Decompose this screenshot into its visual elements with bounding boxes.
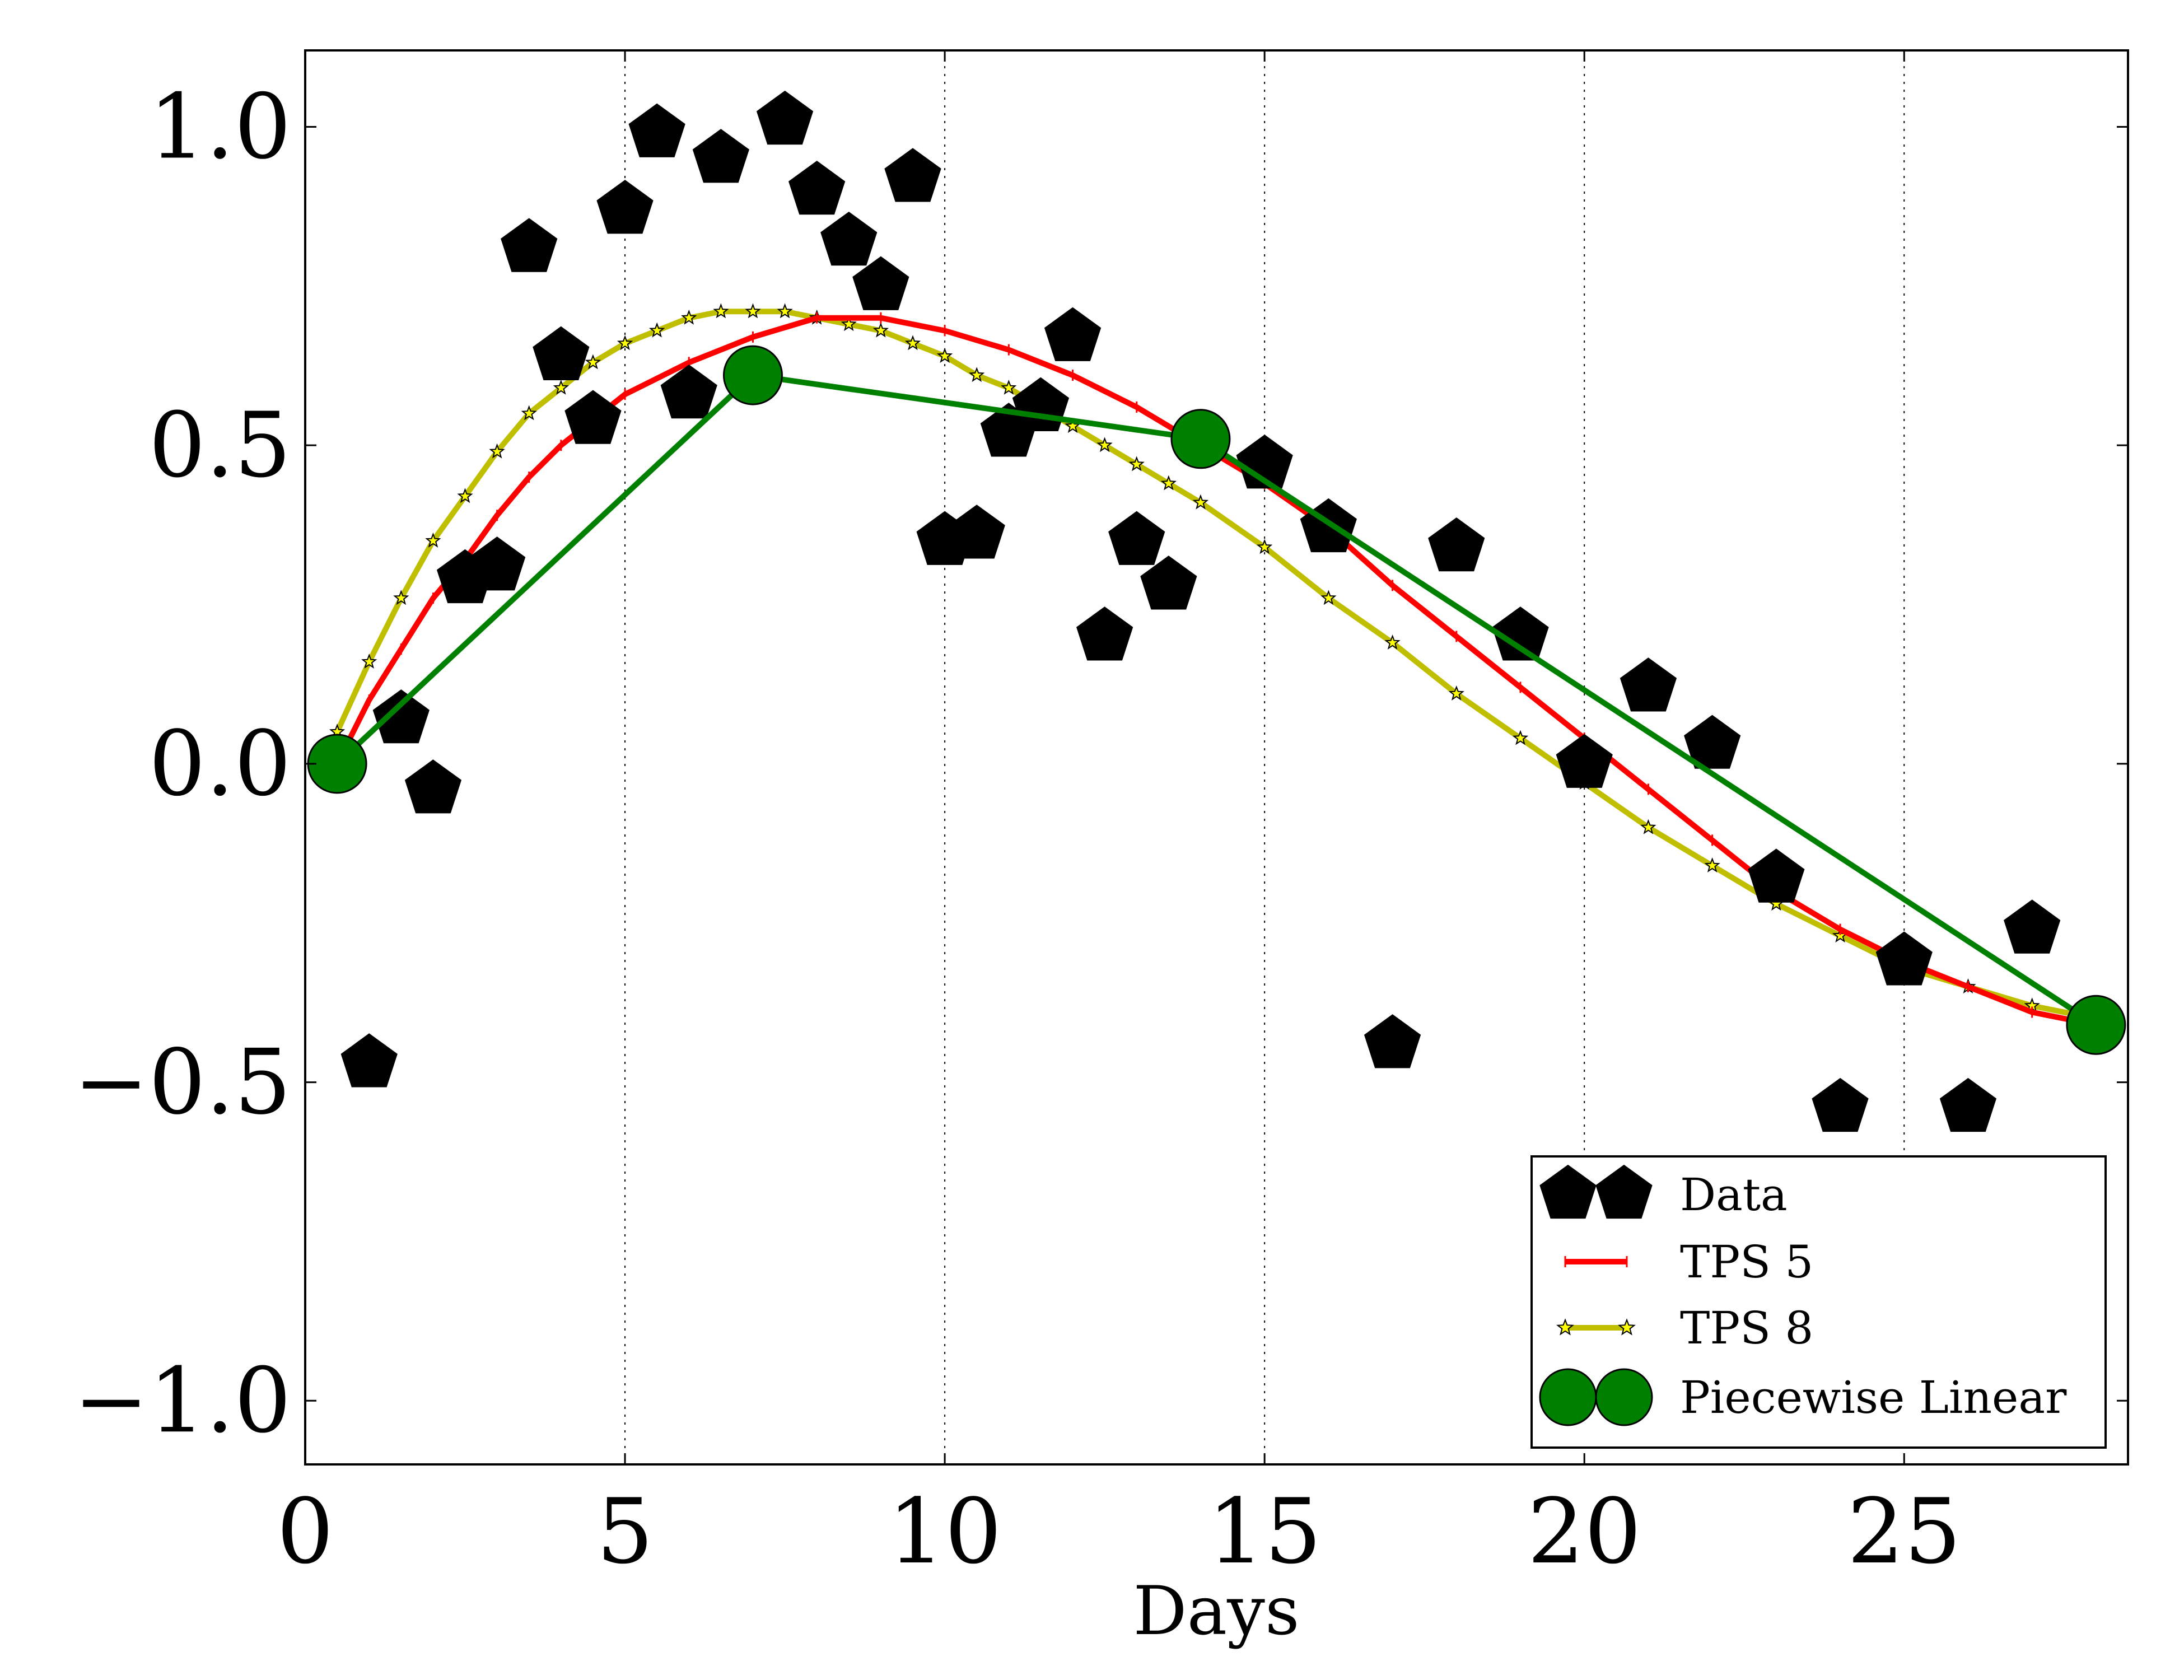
- data-point: [404, 759, 462, 814]
- data-point: [340, 1033, 398, 1088]
- legend-tps8-marker: [1617, 1318, 1636, 1336]
- data-point: [660, 364, 717, 419]
- tps8-marker: [1001, 379, 1017, 395]
- data-point: [628, 103, 685, 157]
- tps8-marker: [1384, 634, 1401, 650]
- tps8-marker: [841, 316, 857, 332]
- x-axis-label: Days: [1133, 1572, 1299, 1650]
- data-point: [533, 326, 590, 380]
- tps8-marker: [1704, 857, 1720, 872]
- x-tick-label: 10: [888, 1479, 1002, 1584]
- tps8-marker: [1128, 456, 1145, 472]
- tps8-marker: [457, 488, 473, 503]
- data-point: [756, 90, 814, 145]
- tps8-marker: [648, 322, 665, 338]
- data-point: [1939, 1077, 1997, 1132]
- tps8-marker: [425, 532, 441, 548]
- tps8-marker: [969, 367, 985, 382]
- data-point: [948, 505, 1005, 559]
- data-point: [1492, 606, 1549, 661]
- data-point: [788, 160, 846, 215]
- legend-data-swatch: [1539, 1164, 1597, 1219]
- legend-piecewise-marker: [1539, 1368, 1597, 1426]
- data-point: [2004, 899, 2061, 954]
- data-point: [1748, 848, 1805, 903]
- legend-data-swatch: [1595, 1164, 1653, 1219]
- y-tick-label: 0.0: [149, 711, 291, 816]
- data-point: [564, 390, 622, 444]
- legend-label-piecewise-linear: Piecewise Linear: [1680, 1371, 2067, 1424]
- data-point: [1875, 931, 1933, 986]
- data-point: [1140, 556, 1197, 610]
- tps8-marker: [936, 348, 953, 363]
- data-point: [1684, 715, 1741, 769]
- tps8-marker: [489, 443, 505, 459]
- data-point: [469, 536, 526, 591]
- tps8-marker: [1640, 819, 1656, 834]
- y-tick-label: 0.5: [149, 393, 291, 497]
- x-tick-label: 20: [1527, 1479, 1641, 1584]
- data-point: [1108, 511, 1165, 565]
- data-point: [501, 218, 558, 272]
- data-point: [1428, 517, 1485, 572]
- tps8-marker: [1512, 730, 1529, 745]
- legend-label-tps-5: TPS 5: [1680, 1236, 1813, 1288]
- data-point: [1076, 606, 1133, 661]
- tps8-line: [334, 309, 2097, 1021]
- tps8-marker: [745, 303, 761, 319]
- tps8-marker: [1192, 494, 1209, 510]
- data-point: [852, 256, 909, 310]
- data-point: [596, 180, 654, 234]
- tps8-marker: [361, 654, 377, 669]
- data-point: [1044, 307, 1102, 361]
- tps8-marker: [872, 322, 889, 338]
- tps8-marker: [1320, 590, 1337, 605]
- data-point: [884, 148, 941, 202]
- tps8-marker: [617, 335, 633, 351]
- legend-piecewise-marker: [1595, 1368, 1653, 1426]
- legend-label-data: Data: [1680, 1169, 1788, 1221]
- piecewise-marker: [307, 734, 367, 794]
- plot-area-frame: [304, 49, 2129, 1466]
- x-tick-label: 5: [596, 1479, 654, 1584]
- tps8-marker: [1448, 685, 1464, 701]
- tps8-marker: [585, 354, 601, 370]
- tps8-marker: [1160, 475, 1177, 491]
- x-tick-label: 0: [277, 1479, 334, 1584]
- tps8-marker: [393, 590, 409, 605]
- legend: Data TPS 5 TPS 8 Piecewise Linear: [1530, 1155, 2107, 1449]
- piecewise-marker: [1170, 409, 1231, 469]
- piecewise-marker: [2066, 995, 2126, 1055]
- tps8-marker: [1256, 539, 1273, 554]
- tps8-marker: [1096, 437, 1113, 452]
- legend-tps8-marker: [1556, 1318, 1575, 1336]
- data-point: [1620, 657, 1677, 712]
- y-tick-label: 1.0: [149, 74, 291, 179]
- data-point: [692, 129, 749, 183]
- tps8-marker: [553, 379, 570, 395]
- tps8-marker: [713, 303, 729, 319]
- y-tick-label: −0.5: [73, 1030, 291, 1135]
- x-tick-label: 15: [1207, 1479, 1322, 1584]
- axis-ticks: 0 5 10 15 20 25 1.0 0.5 0.0 −0.5 −1.0: [73, 50, 2128, 1584]
- y-tick-label: −1.0: [73, 1348, 291, 1453]
- plot-series: [307, 90, 2126, 1132]
- tps8-marker: [521, 405, 537, 421]
- data-point: [372, 689, 430, 744]
- data-point: [820, 211, 878, 266]
- data-point: [1556, 734, 1613, 788]
- x-tick-label: 25: [1847, 1479, 1961, 1584]
- data-point: [1012, 377, 1070, 431]
- tps8-marker: [681, 309, 697, 325]
- piecewise-line: [335, 372, 2098, 1028]
- piecewise-marker: [722, 345, 783, 405]
- tps8-marker: [777, 303, 793, 319]
- legend-label-tps-8: TPS 8: [1680, 1302, 1813, 1354]
- data-point: [1364, 1014, 1421, 1068]
- tps8-marker: [904, 335, 921, 351]
- data-point: [1812, 1077, 1869, 1132]
